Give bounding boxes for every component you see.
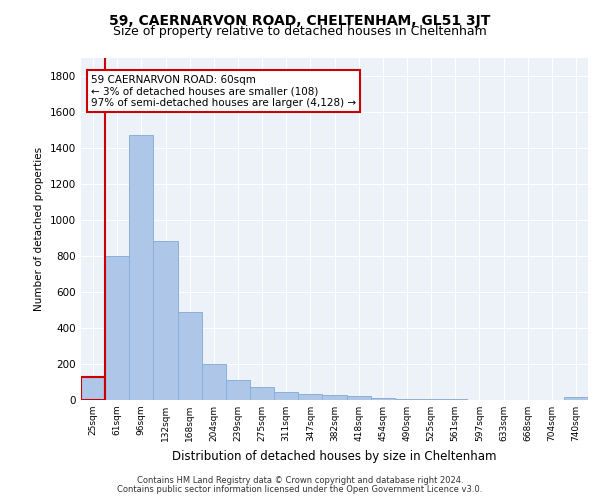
Bar	[274, 392, 298, 400]
Bar	[202, 364, 226, 400]
Bar	[178, 312, 202, 400]
Bar	[250, 388, 274, 400]
Bar	[298, 394, 322, 400]
Text: Contains public sector information licensed under the Open Government Licence v3: Contains public sector information licen…	[118, 485, 482, 494]
Bar	[322, 396, 347, 400]
Text: Size of property relative to detached houses in Cheltenham: Size of property relative to detached ho…	[113, 25, 487, 38]
Bar	[371, 398, 395, 400]
Bar	[105, 256, 129, 400]
Bar	[419, 399, 443, 400]
X-axis label: Distribution of detached houses by size in Cheltenham: Distribution of detached houses by size …	[172, 450, 497, 462]
Y-axis label: Number of detached properties: Number of detached properties	[34, 146, 44, 311]
Bar	[564, 398, 588, 400]
Bar	[347, 396, 371, 400]
Bar	[129, 135, 154, 400]
Bar	[81, 376, 105, 400]
Bar	[395, 398, 419, 400]
Text: Contains HM Land Registry data © Crown copyright and database right 2024.: Contains HM Land Registry data © Crown c…	[137, 476, 463, 485]
Bar	[226, 380, 250, 400]
Text: 59, CAERNARVON ROAD, CHELTENHAM, GL51 3JT: 59, CAERNARVON ROAD, CHELTENHAM, GL51 3J…	[109, 14, 491, 28]
Bar	[154, 242, 178, 400]
Text: 59 CAERNARVON ROAD: 60sqm
← 3% of detached houses are smaller (108)
97% of semi-: 59 CAERNARVON ROAD: 60sqm ← 3% of detach…	[91, 74, 356, 108]
